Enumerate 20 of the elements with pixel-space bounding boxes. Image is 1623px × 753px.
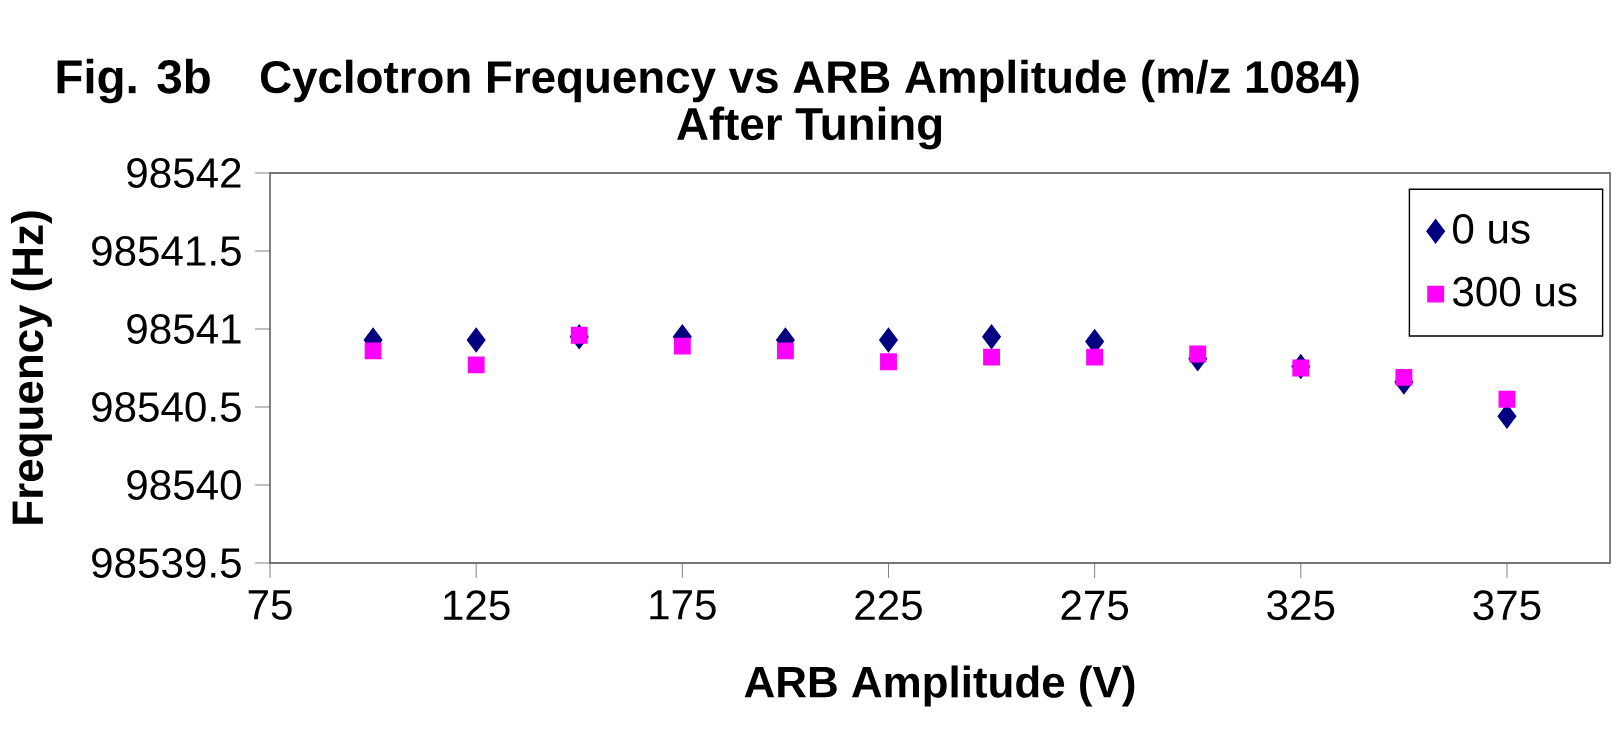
chart-subtitle: After Tuning [677, 106, 942, 150]
y-tick-label: 98541 [127, 314, 241, 344]
y-tick-label: 98540 [127, 470, 241, 500]
legend-label: 300 us [1452, 276, 1577, 307]
x-tick-label: 275 [1061, 590, 1129, 621]
x-tick-label: 175 [650, 590, 716, 620]
y-tick-label: 98542 [127, 158, 241, 188]
x-tick-label: 125 [444, 590, 510, 621]
y-axis-title: Frequency (Hz) [10, 211, 52, 524]
y-tick-label: 98540.5 [92, 392, 241, 422]
x-tick-label: 325 [1267, 590, 1335, 621]
x-axis-title: ARB Amplitude (V) [744, 665, 1135, 707]
x-tick-label: 75 [248, 590, 292, 620]
y-tick-label: 98539.5 [92, 548, 241, 578]
x-tick-label: 225 [855, 590, 922, 621]
y-tick-label: 98541.5 [92, 236, 241, 266]
chart-title: Cyclotron Frequency vs ARB Amplitude (m/z 1084) [260, 59, 1359, 103]
x-tick-label: 375 [1473, 590, 1541, 621]
legend-label: 0 us [1453, 213, 1530, 244]
caption: Fig. 3b [57, 58, 210, 104]
